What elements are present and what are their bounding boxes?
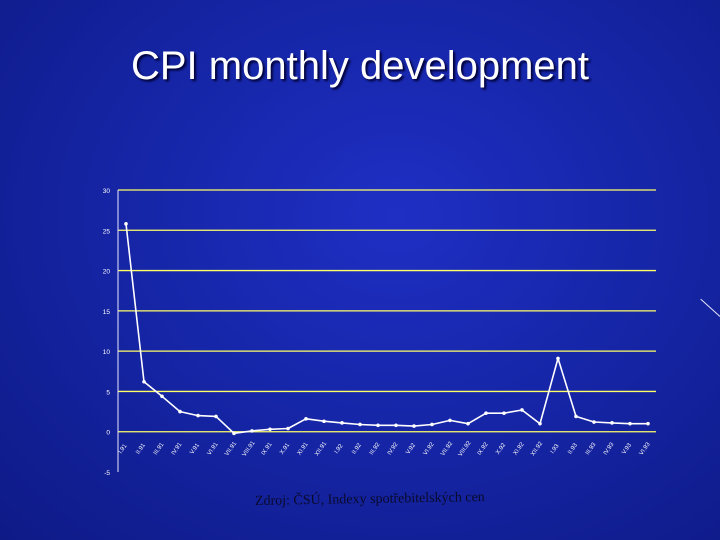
x-tick-label: IV.93	[603, 441, 616, 456]
y-tick-label: 25	[103, 228, 111, 235]
data-point	[628, 421, 632, 426]
data-point	[520, 408, 524, 412]
x-tick-label: VIII.92	[458, 440, 473, 458]
slide-title: CPI monthly development	[130, 44, 589, 88]
x-tick-label: XII.91	[314, 440, 328, 457]
data-point	[646, 421, 650, 426]
data-point	[448, 418, 452, 423]
x-tick-label: VIII.91	[242, 440, 257, 458]
cpi-series-line	[125, 223, 648, 435]
y-tick-label: 30	[103, 188, 111, 195]
data-point	[394, 423, 398, 428]
data-point	[124, 222, 128, 226]
y-tick-label: 20	[103, 269, 111, 276]
x-tick-label: IX.92	[477, 441, 490, 456]
data-point	[376, 423, 380, 428]
x-tick-label: I.91	[118, 443, 129, 455]
y-tick-label: 10	[103, 349, 111, 356]
data-point	[232, 431, 236, 436]
y-tick-label: 0	[106, 430, 110, 437]
data-point	[358, 422, 362, 427]
data-point	[610, 421, 614, 425]
x-tick-label: I.93	[550, 443, 561, 455]
x-tick-label: II.93	[567, 442, 579, 456]
y-tick-label: 5	[106, 389, 110, 396]
data-point	[214, 414, 218, 419]
y-tick-label: 15	[103, 309, 111, 316]
x-tick-label: XII.92	[530, 440, 544, 457]
x-tick-label: VI.91	[207, 441, 220, 456]
data-point	[286, 426, 290, 431]
data-point	[484, 411, 488, 415]
data-point	[178, 409, 182, 414]
data-point	[412, 424, 416, 428]
data-point	[268, 427, 272, 432]
x-tick-label: V.93	[621, 442, 633, 456]
data-point	[340, 421, 344, 425]
data-point	[592, 420, 596, 424]
data-point	[430, 422, 434, 427]
x-tick-label: VI.93	[639, 441, 652, 456]
y-tick-labels: -5 0 5 10 15 20 25 30	[103, 188, 111, 477]
y-tick-label: -5	[104, 470, 110, 477]
grid-lines	[118, 189, 656, 433]
data-points	[124, 222, 650, 436]
data-point	[322, 419, 326, 424]
x-tick-label: IX.91	[261, 441, 274, 456]
x-tick-label: X.91	[279, 442, 291, 456]
x-tick-label: VII.92	[440, 440, 454, 457]
data-point	[466, 421, 470, 426]
x-tick-label: III.91	[153, 441, 166, 456]
x-tick-labels: I.91 II.91 III.91 IV.91 V.91 VI.91 VII.91 VIII.…	[118, 440, 652, 458]
data-point	[538, 421, 542, 426]
data-point	[574, 414, 578, 419]
x-tick-label: XI.92	[513, 441, 526, 456]
x-tick-label: VI.92	[423, 441, 436, 456]
x-tick-label: IV.92	[387, 441, 400, 456]
x-tick-label: IV.91	[171, 441, 184, 456]
x-tick-label: XI.91	[297, 441, 310, 456]
data-point	[160, 394, 164, 399]
x-tick-label: V.92	[405, 442, 417, 456]
data-point	[142, 379, 146, 384]
data-point	[304, 417, 308, 421]
x-tick-label: II.92	[351, 442, 363, 456]
x-tick-label: X.92	[495, 442, 507, 456]
x-tick-label: III.93	[585, 441, 598, 456]
x-tick-label: VII.91	[224, 440, 238, 457]
x-tick-label: V.91	[189, 442, 201, 456]
data-point	[196, 413, 200, 418]
data-point	[250, 429, 254, 433]
x-tick-label: III.92	[369, 441, 382, 456]
data-point	[556, 356, 560, 361]
x-tick-label: II.91	[135, 442, 147, 456]
x-tick-label: I.92	[334, 443, 345, 455]
data-point	[502, 411, 506, 415]
